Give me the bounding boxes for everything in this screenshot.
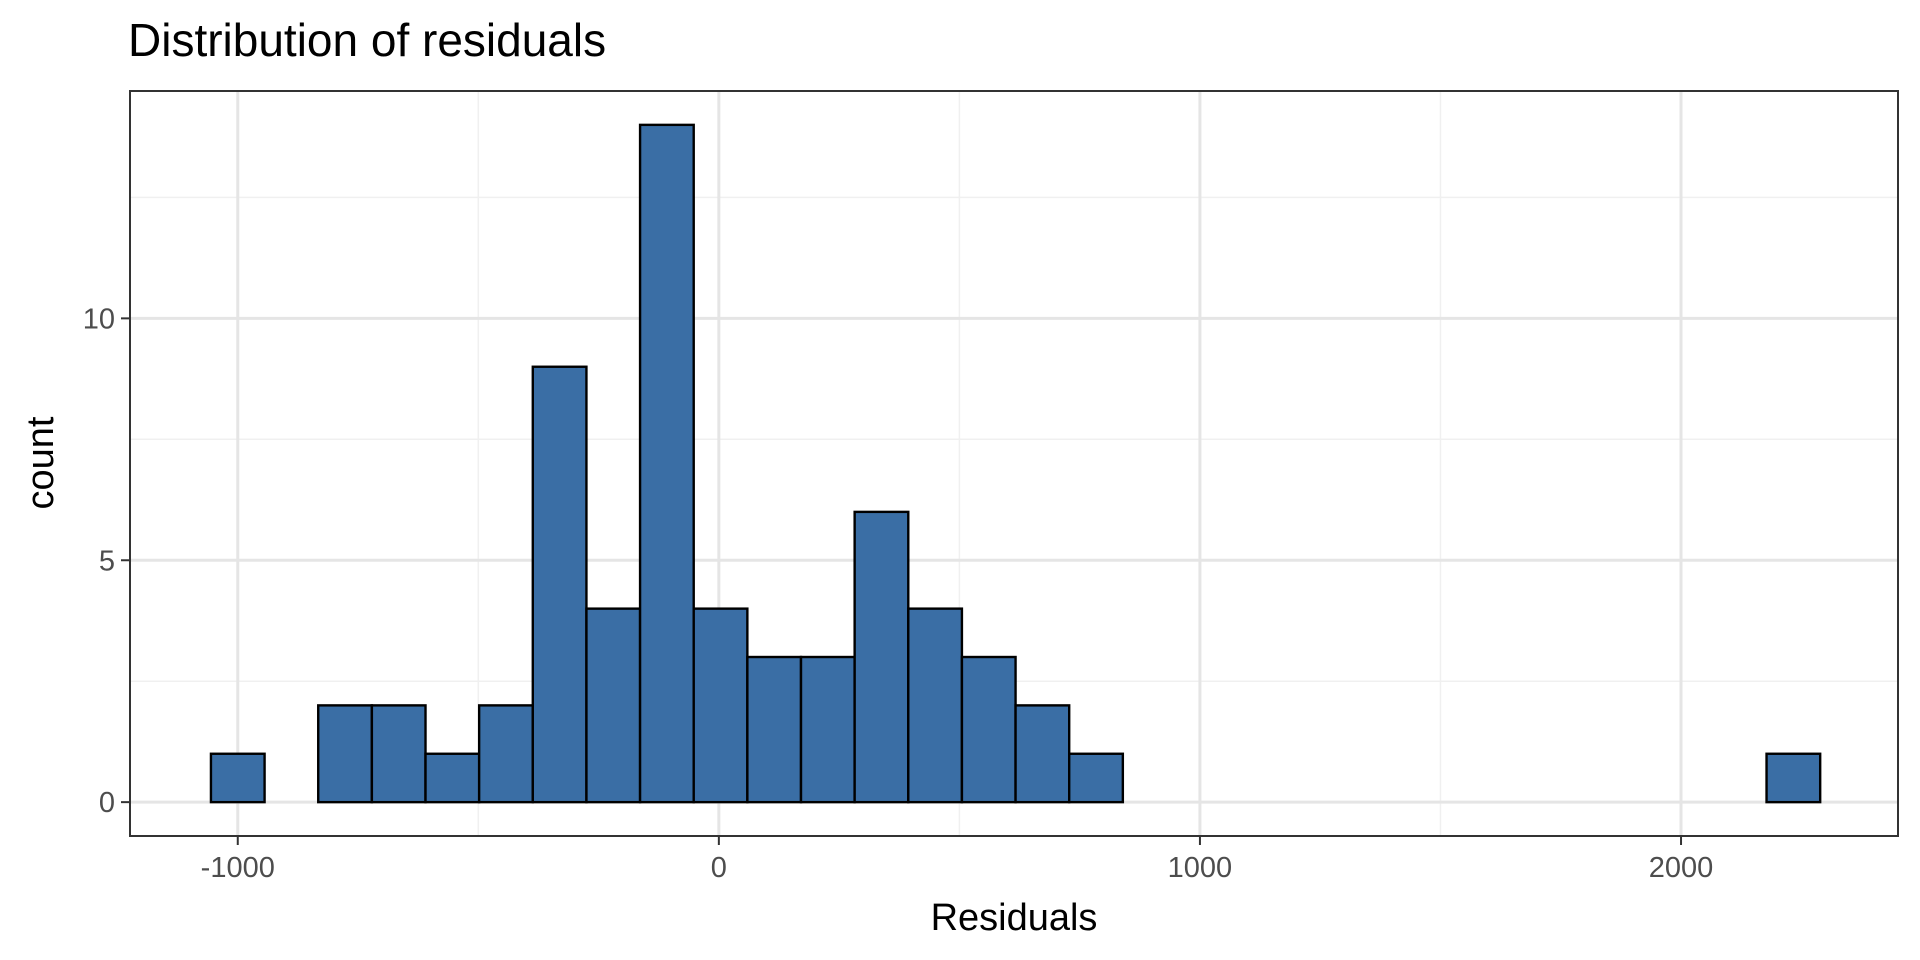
histogram-bar (907, 607, 964, 804)
histogram-bar (638, 123, 695, 804)
histogram-bar (1765, 752, 1822, 804)
histogram-bar (531, 365, 588, 804)
y-tick-label: 10 (83, 303, 115, 335)
histogram-bar (1014, 704, 1071, 804)
y-axis: 0 5 10 (83, 303, 130, 819)
histogram-bar (692, 607, 749, 804)
bars (209, 123, 1822, 804)
histogram-bar (424, 752, 481, 804)
panel-border (129, 90, 1899, 837)
histogram-bar (746, 655, 803, 804)
histogram-bar (585, 607, 642, 804)
histogram-bar (960, 655, 1017, 804)
histogram-bar (853, 510, 910, 804)
histogram-bar (370, 704, 427, 804)
histogram-bar (477, 704, 534, 804)
x-tick-label: 0 (711, 852, 727, 884)
y-axis-title: count (20, 416, 62, 509)
histogram-bar (317, 704, 374, 804)
y-tick-label: 5 (99, 545, 115, 577)
x-tick-label: 1000 (1168, 852, 1233, 884)
y-tick-label: 0 (99, 787, 115, 819)
x-axis: -1000 0 1000 2000 (201, 836, 1714, 884)
histogram-bar (209, 752, 266, 804)
histogram-bar (799, 655, 856, 804)
chart-title: Distribution of residuals (128, 14, 606, 66)
x-axis-title: Residuals (931, 897, 1098, 939)
x-tick-label: -1000 (201, 852, 275, 884)
x-tick-label: 2000 (1649, 852, 1714, 884)
histogram-bar (1068, 752, 1125, 804)
